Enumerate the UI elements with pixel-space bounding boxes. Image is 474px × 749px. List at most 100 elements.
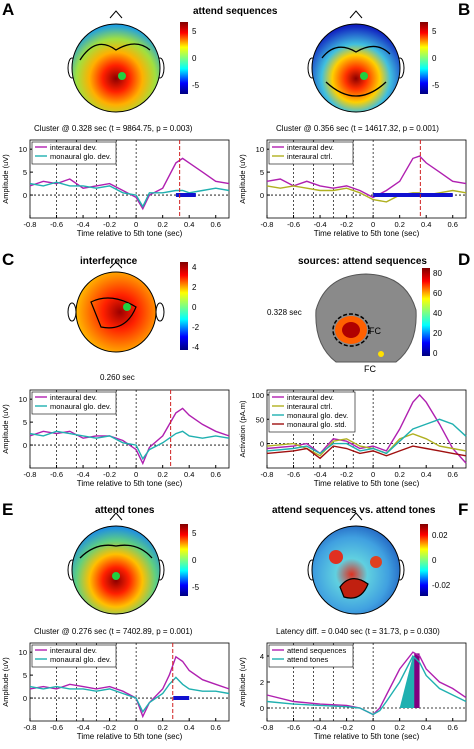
- svg-text:0: 0: [432, 54, 437, 63]
- y-tick-label: 5: [260, 168, 264, 177]
- x-axis-label: Time relative to 5th tone (sec): [314, 732, 420, 741]
- y-tick-label: 5: [23, 418, 27, 427]
- legend-box: [31, 644, 117, 668]
- fc-label: FC: [369, 326, 381, 336]
- series-line: [266, 418, 467, 455]
- legend-entry: attend sequences: [287, 646, 346, 655]
- legend-box: [31, 141, 117, 165]
- x-tick-label: 0.4: [184, 723, 194, 732]
- cbar-tick: 0: [192, 54, 197, 63]
- y-tick-label: 5: [23, 671, 27, 680]
- x-tick-label: -0.8: [261, 220, 274, 229]
- y-tick-label: 0: [260, 704, 264, 713]
- y-tick-label: 100: [251, 391, 264, 400]
- plot-frame: [29, 389, 230, 469]
- series-line: [266, 651, 467, 716]
- series-line: [29, 655, 230, 719]
- y-tick-label: 10: [19, 648, 27, 657]
- x-tick-label: 0: [134, 723, 138, 732]
- series-line: [29, 676, 230, 714]
- svg-text:5: 5: [432, 27, 437, 36]
- y-axis-label: Amplitude (uV): [1, 404, 10, 454]
- svg-text:2: 2: [192, 283, 197, 292]
- y-tick-label: 0: [23, 441, 27, 450]
- y-tick-label: 4: [260, 652, 264, 661]
- legend-entry: monaural glo. dev.: [50, 655, 111, 664]
- cbar-tick: -5: [192, 81, 200, 90]
- y-axis-label: Amplitude (uV): [1, 657, 10, 707]
- legend-box: [268, 141, 354, 165]
- legend-box: [268, 644, 354, 668]
- fc-label-2: FC: [364, 364, 376, 374]
- x-tick-label: -0.4: [314, 220, 327, 229]
- x-tick-label: -0.8: [261, 723, 274, 732]
- legend-entry: interaural dev.: [50, 393, 97, 402]
- series-line: [29, 430, 230, 461]
- x-tick-label: -0.8: [24, 220, 37, 229]
- x-tick-label: 0: [371, 220, 375, 229]
- x-tick-label: 0.6: [448, 723, 458, 732]
- x-axis-label: Time relative to 5th tone (sec): [77, 479, 183, 488]
- series-line: [29, 157, 230, 211]
- svg-text:60: 60: [433, 289, 442, 298]
- x-tick-label: -0.4: [314, 470, 327, 479]
- x-tick-label: 0.2: [394, 723, 404, 732]
- y-axis-label: Amplitude (uV): [238, 154, 247, 204]
- x-tick-label: -0.4: [77, 220, 90, 229]
- panel-a-caption: Cluster @ 0.328 sec (t = 9864.75, p = 0.…: [34, 124, 193, 133]
- latency-fill-sequences: [414, 653, 420, 708]
- x-tick-label: 0.4: [421, 470, 431, 479]
- cbar-tick: 5: [192, 27, 197, 36]
- x-tick-label: -0.2: [340, 723, 353, 732]
- x-tick-label: -0.6: [287, 220, 300, 229]
- legend-entry: monaural glo. std.: [287, 420, 347, 429]
- legend-entry: interaural ctrl.: [287, 402, 332, 411]
- x-tick-label: -0.4: [77, 723, 90, 732]
- x-tick-label: -0.4: [314, 723, 327, 732]
- svg-text:-5: -5: [432, 81, 440, 90]
- panel-f-title: attend sequences vs. attend tones: [272, 505, 436, 516]
- x-tick-label: 0.2: [394, 470, 404, 479]
- svg-text:4: 4: [192, 263, 197, 272]
- x-tick-label: 0.2: [394, 220, 404, 229]
- panel-letter-b: B: [458, 0, 471, 19]
- panel-letter-c: C: [2, 250, 15, 269]
- panel-letter-f: F: [458, 500, 469, 519]
- legend-box: [268, 391, 356, 433]
- plot-frame: [266, 139, 467, 219]
- x-tick-label: 0.6: [448, 220, 458, 229]
- svg-text:0: 0: [433, 349, 438, 358]
- panel-c-colorbar: 4 2 0 -2 -4: [180, 262, 200, 352]
- panel-b-erp-chart: -0.8 -0.6 -0.4 -0.2 0 0.2 0.4 0.6 0 5 10 Time relat…: [238, 139, 467, 238]
- x-tick-label: 0: [134, 220, 138, 229]
- series-line: [266, 155, 467, 199]
- panel-d-time-label: 0.328 sec: [267, 308, 302, 317]
- panel-e-topomap: [67, 512, 165, 615]
- x-tick-label: 0.2: [157, 470, 167, 479]
- svg-text:80: 80: [433, 269, 442, 278]
- x-axis-label: Time relative to 5th tone (sec): [77, 732, 183, 741]
- x-tick-label: 0.6: [448, 470, 458, 479]
- y-tick-label: 5: [23, 168, 27, 177]
- panel-letter-d: D: [458, 250, 471, 269]
- panel-c-topomap: [67, 262, 165, 353]
- panel-letter-a: A: [2, 0, 15, 19]
- x-tick-label: -0.2: [340, 470, 353, 479]
- svg-text:-0.02: -0.02: [432, 581, 451, 590]
- x-tick-label: -0.4: [77, 470, 90, 479]
- panel-a-erp-chart: -0.8 -0.6 -0.4 -0.2 0 0.2 0.4 0.6 0 5 10 Time relat…: [1, 139, 230, 238]
- y-tick-label: 0: [260, 440, 264, 449]
- panel-a-colorbar: 5 0 -5: [180, 22, 200, 94]
- x-tick-label: -0.6: [287, 723, 300, 732]
- svg-text:0: 0: [432, 556, 437, 565]
- legend-entry: monaural glo. dev.: [50, 152, 111, 161]
- series-line: [266, 445, 467, 460]
- legend-entry: interaural ctrl.: [287, 152, 332, 161]
- panel-b-caption: Cluster @ 0.356 sec (t = 14617.32, p = 0…: [276, 124, 439, 133]
- panel-d-source-chart: -0.8 -0.6 -0.4 -0.2 0 0.2 0.4 0.6 0 50 100 Time rel…: [238, 389, 467, 488]
- series-line: [266, 654, 467, 716]
- x-tick-label: -0.8: [24, 470, 37, 479]
- svg-text:0: 0: [192, 556, 197, 565]
- svg-text:5: 5: [192, 529, 197, 538]
- svg-text:-5: -5: [192, 583, 200, 592]
